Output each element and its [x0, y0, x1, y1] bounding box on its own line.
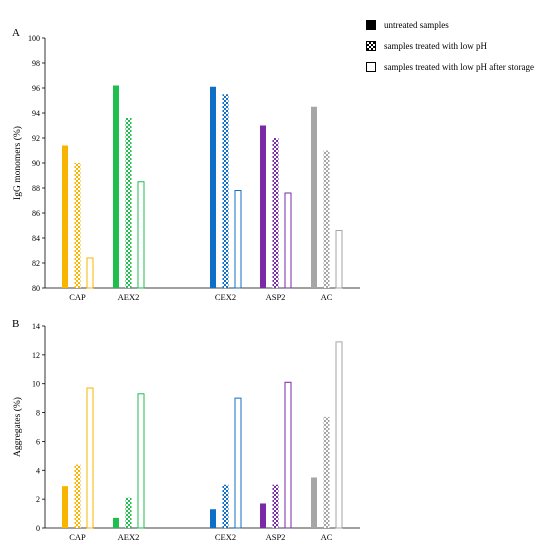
- legend-item-low-ph-storage: samples treated with low pH after storag…: [366, 62, 538, 73]
- bar-aex2-untreated: [113, 517, 119, 528]
- y-axis-label: Aggregates (%): [12, 397, 23, 457]
- y-tick-label: 10: [32, 380, 40, 389]
- bar-cap-low-ph: [74, 464, 81, 528]
- y-tick-label: 2: [36, 495, 40, 504]
- legend-item-low-ph: samples treated with low pH: [366, 41, 538, 52]
- legend-label: samples treated with low pH: [384, 41, 487, 51]
- x-tick-label: ASP2: [266, 292, 286, 302]
- x-tick-label: AC: [321, 532, 333, 542]
- legend-swatch-solid: [366, 20, 376, 30]
- y-axis-label: IgG monomers (%): [12, 126, 23, 200]
- bar-cex2-untreated: [210, 86, 216, 288]
- y-tick-label: 8: [36, 409, 40, 418]
- panel-b-label: B: [12, 318, 19, 330]
- panel-a-label: A: [12, 27, 20, 39]
- y-tick-label: 96: [32, 84, 40, 93]
- bar-aex2-low-ph: [125, 497, 132, 528]
- x-tick-label: CEX2: [215, 292, 236, 302]
- bar-asp2-low-ph-storage: [284, 381, 292, 529]
- x-tick-label: AEX2: [118, 292, 140, 302]
- legend-item-untreated: untreated samples: [366, 20, 538, 31]
- x-tick-label: AC: [321, 292, 333, 302]
- y-tick-label: 84: [32, 234, 40, 243]
- y-tick-label: 92: [32, 134, 40, 143]
- bar-ac-low-ph-storage: [335, 341, 343, 529]
- y-tick-label: 0: [36, 524, 40, 533]
- legend-swatch-checkered: [366, 41, 376, 51]
- bar-cex2-low-ph: [222, 94, 229, 288]
- x-tick-label: CEX2: [215, 532, 236, 542]
- bar-asp2-low-ph: [272, 138, 279, 288]
- y-tick-label: 88: [32, 184, 40, 193]
- y-tick-label: 6: [36, 437, 40, 446]
- legend: untreated samples samples treated with l…: [366, 20, 538, 83]
- y-tick-label: 98: [32, 59, 40, 68]
- bar-asp2-untreated: [260, 503, 266, 528]
- bar-aex2-low-ph-storage: [137, 181, 145, 289]
- bar-cap-untreated: [62, 145, 68, 288]
- bar-cap-low-ph: [74, 163, 81, 288]
- x-tick-label: CAP: [69, 292, 86, 302]
- chart-igg-monomers: 80 82 84 86 88 90 92 94 96 98 100 IgG monomers (%) C…: [12, 34, 360, 302]
- bar-cap-low-ph-storage: [86, 257, 94, 289]
- chart-aggregates: 0 2 4 6 8 10 12 14 Aggregates (%) CAP AEX2 CEX2 ASP2…: [12, 322, 360, 542]
- legend-label: untreated samples: [384, 20, 449, 30]
- y-tick-label: 14: [32, 322, 40, 331]
- bar-asp2-low-ph: [272, 484, 279, 528]
- y-tick-label: 4: [36, 466, 40, 475]
- y-tick-label: 90: [32, 159, 40, 168]
- bar-aex2-low-ph: [125, 118, 132, 288]
- bar-ac-untreated: [311, 106, 317, 288]
- y-tick-label: 12: [32, 351, 40, 360]
- bar-asp2-untreated: [260, 125, 266, 288]
- bar-aex2-untreated: [113, 85, 119, 288]
- bar-ac-untreated: [311, 477, 317, 528]
- bar-cap-low-ph-storage: [86, 387, 94, 529]
- bar-ac-low-ph: [323, 416, 330, 528]
- bar-asp2-low-ph-storage: [284, 192, 292, 289]
- bar-cex2-low-ph-storage: [234, 397, 242, 529]
- bar-cap-untreated: [62, 486, 68, 528]
- bar-cex2-low-ph: [222, 484, 229, 528]
- bar-aex2-low-ph-storage: [137, 393, 145, 529]
- bar-cex2-low-ph-storage: [234, 190, 242, 289]
- y-tick-label: 100: [28, 34, 40, 43]
- legend-label: samples treated with low pH after storag…: [384, 62, 534, 72]
- y-tick-label: 94: [32, 109, 40, 118]
- x-tick-label: ASP2: [266, 532, 286, 542]
- x-tick-label: CAP: [69, 532, 86, 542]
- bar-ac-low-ph: [323, 150, 330, 288]
- x-tick-label: AEX2: [118, 532, 140, 542]
- y-tick-label: 82: [32, 259, 40, 268]
- y-tick-label: 86: [32, 209, 40, 218]
- bar-ac-low-ph-storage: [335, 230, 343, 289]
- bar-cex2-untreated: [210, 509, 216, 528]
- y-tick-label: 80: [32, 284, 40, 293]
- legend-swatch-outline: [366, 62, 376, 72]
